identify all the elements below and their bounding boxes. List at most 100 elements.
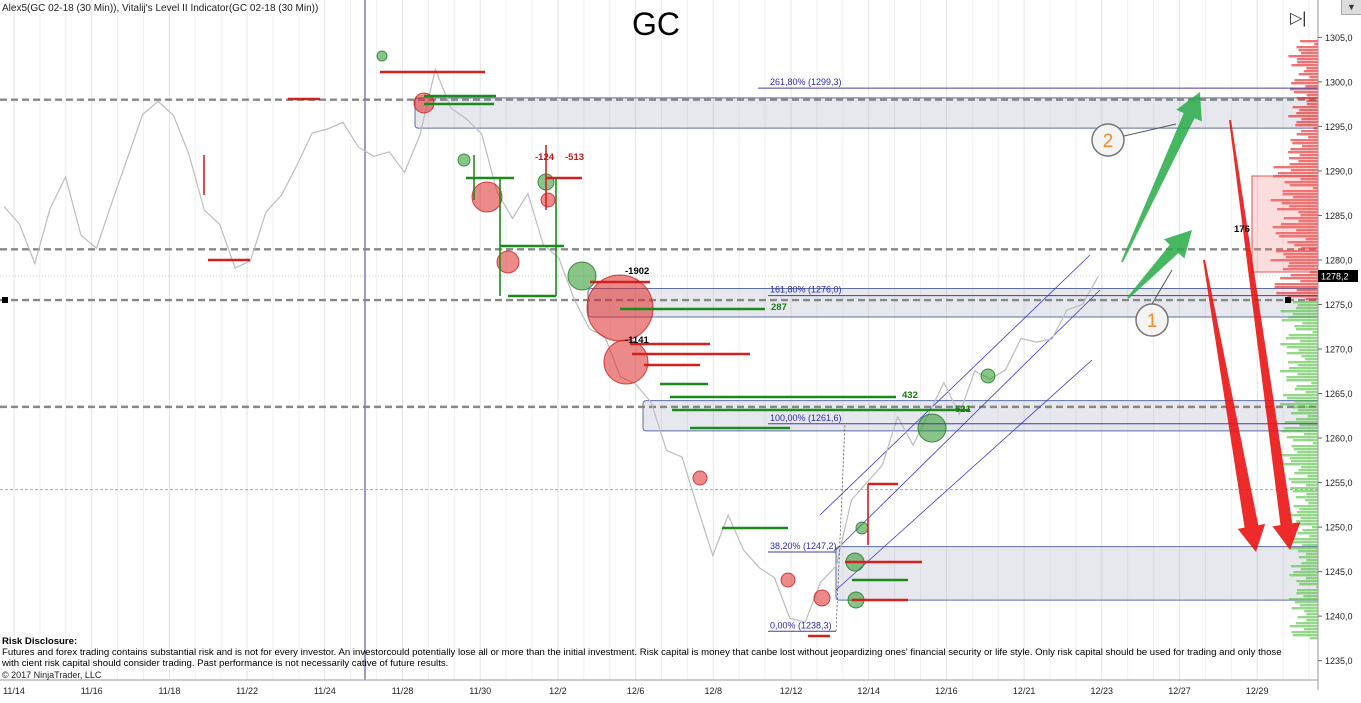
x-tick-label: 12/21 xyxy=(1013,686,1036,696)
volume-profile-bar xyxy=(1312,442,1318,445)
volume-profile-bar xyxy=(1284,427,1318,430)
volume-profile-bar xyxy=(1288,514,1318,517)
volume-label: -1902 xyxy=(625,266,649,277)
price-zone xyxy=(642,400,1356,432)
order-bubble xyxy=(917,413,947,443)
volume-profile-bar xyxy=(1291,631,1318,634)
y-tick-label: 1235,0 xyxy=(1325,656,1353,666)
volume-profile-bar xyxy=(1274,286,1318,289)
volume-profile-bar xyxy=(1308,136,1318,139)
volume-profile-bar xyxy=(1282,463,1318,466)
volume-profile-bar xyxy=(1293,490,1318,493)
price-zone xyxy=(414,97,1356,129)
volume-profile-bar xyxy=(1306,559,1318,562)
volume-profile-bar xyxy=(1288,367,1318,370)
volume-profile-bar xyxy=(1293,196,1318,199)
volume-profile-bar xyxy=(1286,346,1318,349)
volume-profile-bar xyxy=(1296,580,1318,583)
volume-profile-bar xyxy=(1297,304,1318,307)
annotation-circle xyxy=(1091,123,1125,157)
volume-profile-bar xyxy=(1291,538,1318,541)
volume-profile-bar xyxy=(1289,205,1318,208)
level-marker xyxy=(1285,297,1291,304)
volume-profile-bar xyxy=(1280,403,1318,406)
volume-profile-bar xyxy=(1286,436,1318,439)
chevron-down-icon[interactable]: ▼ xyxy=(1341,0,1361,15)
volume-profile-bar xyxy=(1293,439,1318,442)
volume-profile-bar xyxy=(1309,637,1318,640)
volume-profile-bar xyxy=(1301,52,1318,55)
volume-profile-bar xyxy=(1292,301,1318,304)
volume-profile-bar xyxy=(1288,334,1318,337)
price-axis: 1235,0 1240,0 1245,0 1250,0 1255,0 1260,0 1265… xyxy=(1317,0,1361,690)
price-axis-bg xyxy=(1318,0,1361,690)
order-bubble xyxy=(980,368,996,384)
volume-profile-bar xyxy=(1306,484,1318,487)
volume-profile-bar xyxy=(1289,163,1318,166)
volume-profile-bar xyxy=(1298,469,1318,472)
order-bubble xyxy=(540,192,556,208)
volume-profile-bar xyxy=(1305,499,1318,502)
volume-profile-bar xyxy=(1298,211,1318,214)
volume-profile-bar xyxy=(1282,268,1318,271)
volume-profile-bar xyxy=(1292,142,1318,145)
volume-profile-bar xyxy=(1300,214,1318,217)
volume-profile-bar xyxy=(1289,262,1318,265)
volume-profile-bar xyxy=(1295,496,1318,499)
volume-profile-bar xyxy=(1286,379,1318,382)
y-tick-label: 1285,0 xyxy=(1325,211,1353,221)
x-tick-label: 11/22 xyxy=(236,686,258,696)
volume-profile-bar xyxy=(1316,586,1318,589)
dashed-levels xyxy=(0,98,1318,491)
volume-profile-bar xyxy=(1307,475,1318,478)
forecast-arrows: 12 xyxy=(1091,92,1301,552)
volume-label: -513 xyxy=(565,152,584,163)
volume-profile-bar xyxy=(1305,85,1318,88)
volume-profile-bar xyxy=(1287,295,1318,298)
volume-profile-bar xyxy=(1278,172,1318,175)
volume-profile-bar xyxy=(1313,127,1318,130)
order-bubbles xyxy=(203,50,996,638)
y-tick-label: 1260,0 xyxy=(1325,434,1353,444)
volume-profile-bar xyxy=(1297,451,1318,454)
volume-profile-bar xyxy=(1299,424,1318,427)
forecast-arrow-down-1 xyxy=(1203,259,1266,552)
volume-profile-bar xyxy=(1296,418,1318,421)
volume-profile-bar xyxy=(1296,112,1318,115)
volume-profile-bar xyxy=(1296,589,1318,592)
volume-labels: -1902 -1141 -124 -513 287 432 521 176 xyxy=(535,152,1250,415)
volume-profile-bar xyxy=(1309,535,1318,538)
volume-profile-bar xyxy=(1300,40,1318,43)
volume-profile-bar xyxy=(1294,325,1318,328)
fib-levels: 261,80% (1299,3) 161,80% (1276,0) 100,00% … xyxy=(758,77,1318,632)
volume-profile-bar xyxy=(1288,265,1318,268)
volume-profile-bar xyxy=(1301,562,1318,565)
volume-profile-bar xyxy=(1291,481,1318,484)
volume-profile-bar xyxy=(1306,67,1318,70)
volume-profile-bar xyxy=(1308,502,1318,505)
volume-profile-bar xyxy=(1281,202,1318,205)
fib-label: 161,80% (1276,0) xyxy=(770,285,842,295)
volume-label: -124 xyxy=(535,152,555,163)
volume-profile-bar xyxy=(1292,106,1318,109)
x-tick-label: 11/24 xyxy=(314,686,336,696)
volume-profile-bar xyxy=(1287,361,1318,364)
volume-profile-bar xyxy=(1302,544,1318,547)
volume-profile-bar xyxy=(1301,118,1318,121)
fib-label: 100,00% (1261,6) xyxy=(770,413,842,423)
risk-disclosure-title: Risk Disclosure: xyxy=(2,636,78,647)
x-tick-label: 12/16 xyxy=(935,686,958,696)
x-tick-label: 11/16 xyxy=(81,686,103,696)
volume-profile-bar xyxy=(1285,256,1318,259)
x-tick-label: 11/30 xyxy=(469,686,491,696)
volume-profile-bar xyxy=(1304,433,1318,436)
volume-profile-bar xyxy=(1303,595,1318,598)
volume-profile-bar xyxy=(1311,382,1318,385)
chart-tool-icon[interactable]: ▷| xyxy=(1290,10,1307,27)
volume-profile-bar xyxy=(1290,274,1318,277)
current-price-marker xyxy=(1318,269,1358,282)
indicator-header: Alex5(GC 02-18 (30 Min)), Vitalij's Leve… xyxy=(2,3,319,14)
volume-label: 432 xyxy=(902,390,918,401)
volume-profile-bar xyxy=(1296,133,1318,136)
